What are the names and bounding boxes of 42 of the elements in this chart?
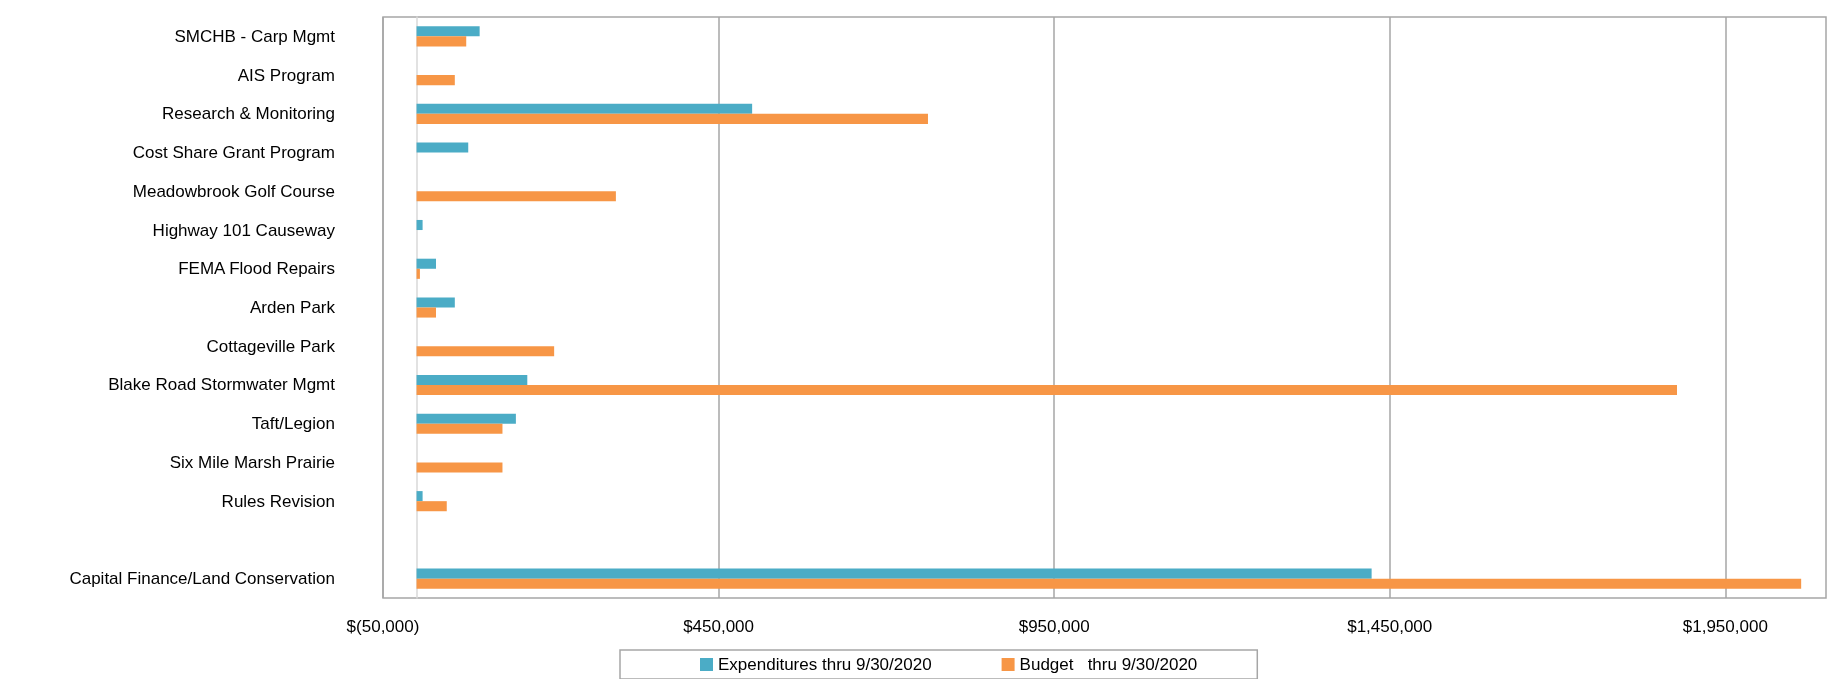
x-tick-label: $950,000: [1018, 617, 1090, 636]
bar: [416, 258, 437, 269]
bar: [416, 501, 447, 512]
bar: [416, 374, 528, 385]
bar: [416, 191, 616, 202]
y-tick-label: Blake Road Stormwater Mgmt: [108, 375, 336, 395]
y-tick-label: SMCHB - Carp Mgmt: [174, 26, 336, 46]
x-tick-label: $(50,000): [346, 617, 420, 636]
bar: [416, 568, 1372, 579]
bar: [416, 413, 516, 424]
y-tick-label: Meadowbrook Golf Course: [132, 181, 335, 201]
x-tick-label: $1,450,000: [1347, 617, 1433, 636]
bar: [416, 384, 1677, 396]
x-tick-label: $1,950,000: [1682, 617, 1768, 636]
bar: [416, 142, 469, 153]
bar: [416, 346, 555, 357]
legend-label: Budget thru 9/30/2020: [1019, 655, 1198, 674]
y-tick-label: Capital Finance/Land Conservation: [69, 569, 335, 589]
y-tick-label: Rules Revision: [221, 491, 335, 511]
bar: [416, 297, 455, 308]
y-tick-label: Research & Monitoring: [162, 104, 335, 124]
bar: [416, 26, 480, 37]
y-tick-label: Cottageville Park: [206, 336, 336, 356]
y-tick-label: Taft/Legion: [251, 414, 335, 434]
bar: [416, 423, 503, 434]
bar: [416, 219, 423, 231]
bar: [416, 462, 503, 473]
bar: [416, 578, 1802, 589]
bar: [416, 103, 753, 114]
y-tick-label: FEMA Flood Repairs: [178, 259, 335, 279]
y-tick-label: Highway 101 Causeway: [152, 220, 336, 240]
y-tick-label: Six Mile Marsh Prairie: [169, 452, 335, 472]
legend-label: Expenditures thru 9/30/2020: [718, 655, 932, 674]
y-tick-label: AIS Program: [237, 65, 335, 85]
y-tick-label: Cost Share Grant Program: [132, 143, 335, 163]
x-tick-label: $450,000: [683, 617, 755, 636]
y-tick-label: Arden Park: [249, 298, 336, 317]
bar: [416, 307, 437, 318]
bar: [416, 75, 455, 86]
bar: [416, 491, 423, 502]
bar: [416, 36, 467, 47]
bar: [416, 113, 928, 124]
